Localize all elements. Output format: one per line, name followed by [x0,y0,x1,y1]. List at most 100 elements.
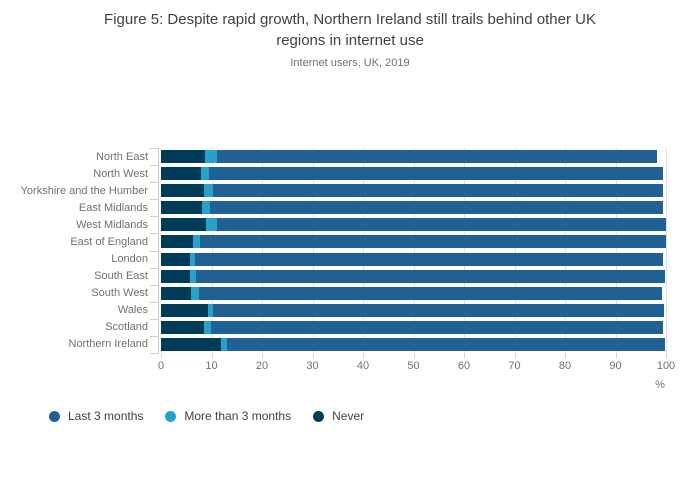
bar-segment-never[interactable] [161,269,191,283]
bar-segment-last-3-months[interactable] [209,167,663,181]
bar-segment-last-3-months[interactable] [209,201,664,215]
y-axis-tick [150,250,159,252]
bar-segment-more-than-3-months[interactable] [220,337,228,351]
bar-segment-last-3-months[interactable] [217,150,658,164]
chart-subtitle: Internet users, UK, 2019 [290,57,410,69]
bar-row [161,336,666,353]
bar-row [161,216,666,233]
bar-segment-last-3-months[interactable] [213,303,664,317]
bar-segment-more-than-3-months[interactable] [204,320,212,334]
y-axis-label: Scotland [105,321,148,334]
bar-segment-never[interactable] [161,303,208,317]
bar-segment-more-than-3-months[interactable] [207,303,213,317]
bar-segment-never[interactable] [161,167,202,181]
stacked-bar-east-of-england[interactable] [161,235,666,249]
stacked-bar-london[interactable] [161,252,666,266]
grid-line [464,148,465,353]
bar-row [161,148,666,165]
bar-segment-last-3-months[interactable] [212,184,663,198]
legend-item-more-than-3-months[interactable]: More than 3 months [165,409,291,423]
bar-segment-never[interactable] [161,252,190,266]
legend-label: More than 3 months [184,409,292,423]
x-axis-tick [161,353,162,358]
bar-segment-last-3-months[interactable] [227,337,666,351]
stacked-bar-scotland[interactable] [161,320,666,334]
bar-segment-more-than-3-months[interactable] [204,150,218,164]
y-axis-label: East of England [70,235,148,248]
legend-item-last-3-months[interactable]: Last 3 months [49,409,143,423]
stacked-bar-east-midlands[interactable] [161,201,666,215]
bar-segment-never[interactable] [161,150,205,164]
bar-segment-more-than-3-months[interactable] [189,252,195,266]
x-axis-tick-label: 40 [356,360,370,372]
stacked-bar-south-west[interactable] [161,286,666,300]
grid-line [666,148,667,353]
stacked-bar-south-east[interactable] [161,269,666,283]
bar-row [161,165,666,182]
bar-segment-never[interactable] [161,320,205,334]
x-axis-tick-labels: 0 10 20 30 40 50 60 70 80 90 100 [158,360,675,373]
x-axis-tick [363,353,364,358]
x-axis-tick-label: 90 [609,360,622,372]
bar-segment-last-3-months[interactable] [211,320,664,334]
bar-row [161,233,666,250]
bar-segment-never[interactable] [161,286,192,300]
legend-item-never[interactable]: Never [313,409,364,423]
bar-segment-last-3-months[interactable] [199,235,666,249]
x-axis-tick [514,353,516,358]
x-axis-tick [464,353,465,358]
bar-segment-last-3-months[interactable] [217,218,666,232]
x-axis-tick [666,353,667,358]
bar-segment-more-than-3-months[interactable] [204,184,213,198]
legend: Last 3 months More than 3 months Never [49,409,364,423]
bar-rows [161,148,666,353]
bar-row [161,319,666,336]
stacked-bar-wales[interactable] [161,303,666,317]
grid-line [211,148,213,353]
stacked-bar-northern-ireland[interactable] [161,337,666,351]
y-axis-tick [150,216,159,218]
bar-segment-never[interactable] [161,201,203,215]
stacked-bar-north-west[interactable] [161,167,666,181]
y-axis-tick [150,353,159,354]
x-axis-tick [262,353,263,358]
stacked-bar-north-east[interactable] [161,150,666,164]
x-axis-tick-label: 30 [306,360,319,372]
bar-segment-last-3-months[interactable] [195,269,666,283]
x-axis-tick-label: 10 [205,360,218,372]
y-axis-tick [150,165,159,167]
stacked-bar-west-midlands[interactable] [161,218,666,232]
bar-segment-never[interactable] [161,235,194,249]
bar-segment-more-than-3-months[interactable] [193,235,200,249]
x-axis-unit-label: % [655,379,665,391]
bar-segment-more-than-3-months[interactable] [201,167,210,181]
bar-segment-more-than-3-months[interactable] [190,269,196,283]
legend-label: Last 3 months [68,409,144,423]
x-axis-tick-label: 50 [407,360,420,372]
y-axis-label: North East [96,150,148,163]
x-axis-tick [615,353,617,358]
bar-segment-last-3-months[interactable] [198,286,663,300]
bar-segment-never[interactable] [161,337,221,351]
bar-row [161,268,666,285]
x-axis-tick [565,353,566,358]
x-axis-tick [413,353,415,358]
bar-segment-last-3-months[interactable] [194,252,664,266]
y-axis-label: South West [91,287,148,300]
y-axis-label: South East [94,270,148,283]
y-axis-label: London [111,253,148,265]
bar-segment-never[interactable] [161,218,206,232]
bar-segment-more-than-3-months[interactable] [202,201,210,215]
stacked-bar-yorkshire-and-the-humber[interactable] [161,184,666,198]
x-axis-tick [211,353,213,358]
bar-segment-never[interactable] [161,184,205,198]
bar-row [161,285,666,302]
grid-line [615,148,617,353]
x-axis-tick-label: 80 [558,360,572,372]
legend-dot-icon [49,410,60,422]
bar-segment-more-than-3-months[interactable] [205,218,218,232]
bar-segment-more-than-3-months[interactable] [191,286,199,300]
bar-row [161,182,666,199]
y-axis-label: East Midlands [78,201,148,214]
bar-row [161,302,666,319]
